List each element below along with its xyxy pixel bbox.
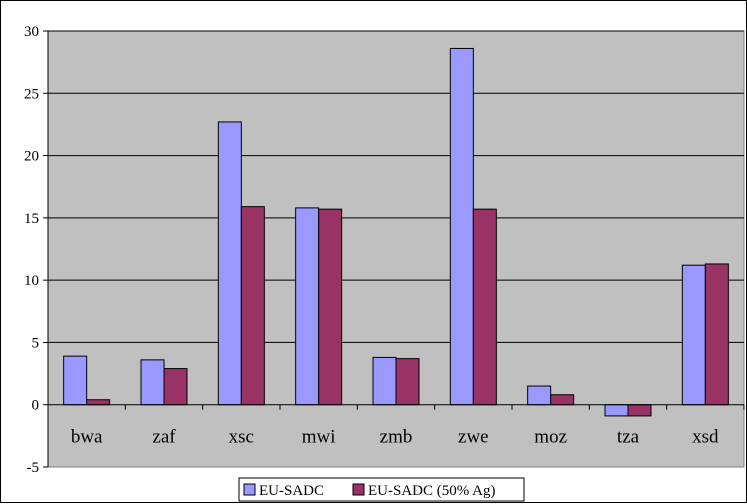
y-tick-label: 5 xyxy=(32,335,40,351)
legend-box xyxy=(238,477,525,502)
legend-swatch-eu-sadc xyxy=(243,483,256,496)
bar-tza-series-2 xyxy=(627,404,652,417)
bar-zwe-series-1 xyxy=(449,47,474,406)
legend-label-eu-sadc: EU-SADC xyxy=(259,483,324,499)
category-label-bwa: bwa xyxy=(71,427,103,448)
bar-zaf-series-1 xyxy=(140,359,165,406)
category-label-zmb: zmb xyxy=(380,427,413,448)
legend-label-eu-sadc-50-ag: EU-SADC (50% Ag) xyxy=(368,483,496,499)
y-tick-label: 30 xyxy=(24,24,39,40)
bar-xsd-series-2 xyxy=(704,263,729,406)
bar-zwe-series-2 xyxy=(472,208,497,406)
bar-moz-series-2 xyxy=(550,394,575,406)
category-label-zaf: zaf xyxy=(152,427,176,448)
bars xyxy=(63,47,729,417)
y-tick-label: 20 xyxy=(24,149,39,165)
bar-zmb-series-1 xyxy=(372,356,397,406)
axes: -5 0 5 10 15 20 25 30 bwa zaf xsc mwi zmb zwe moz tza xs… xyxy=(24,24,745,476)
bar-mwi-series-1 xyxy=(295,207,320,406)
y-tick-label: 25 xyxy=(24,86,39,102)
bar-xsc-series-1 xyxy=(217,121,242,406)
bar-xsc-series-2 xyxy=(240,206,265,406)
bar-moz-series-1 xyxy=(527,385,552,406)
bar-zaf-series-2 xyxy=(163,368,188,406)
y-tick-label: 15 xyxy=(24,211,39,227)
legend-swatch-eu-sadc-50-ag xyxy=(352,483,365,496)
category-label-moz: moz xyxy=(534,427,567,448)
y-tick-label: -5 xyxy=(27,460,40,476)
category-label-xsd: xsd xyxy=(692,427,719,448)
legend: EU-SADC EU-SADC (50% Ag) xyxy=(238,477,525,502)
bar-mwi-series-2 xyxy=(318,208,343,406)
bar-tza-series-1 xyxy=(604,404,629,417)
bar-bwa-series-1 xyxy=(63,355,88,406)
category-label-zwe: zwe xyxy=(458,427,489,448)
y-tick-label: 0 xyxy=(32,398,40,414)
gridlines xyxy=(48,30,744,343)
category-label-tza: tza xyxy=(617,427,640,448)
y-tick-label: 10 xyxy=(24,273,39,289)
bar-zmb-series-2 xyxy=(395,358,420,406)
bar-xsd-series-1 xyxy=(681,264,706,406)
bar-bwa-series-2 xyxy=(86,399,111,406)
category-label-mwi: mwi xyxy=(302,427,336,448)
category-label-xsc: xsc xyxy=(229,427,254,448)
